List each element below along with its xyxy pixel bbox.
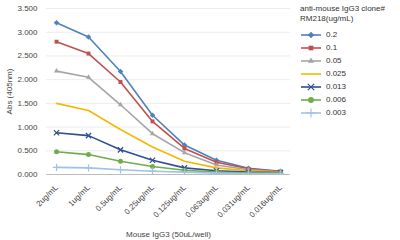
svg-text:1ug/mL: 1ug/mL <box>66 183 92 209</box>
svg-text:Mouse IgG3 (50uL/well): Mouse IgG3 (50uL/well) <box>126 230 211 239</box>
svg-text:1.000: 1.000 <box>17 123 38 132</box>
html-text:0.013: 0.013 <box>326 82 346 91</box>
svg-text:0.063ug/mL: 0.063ug/mL <box>183 183 220 220</box>
svg-text:0.031ug/mL: 0.031ug/mL <box>215 183 252 220</box>
html-text:0.003: 0.003 <box>326 108 346 117</box>
svg-text:0.25ug/mL: 0.25ug/mL <box>123 183 156 216</box>
svg-text:0.000: 0.000 <box>17 170 38 179</box>
html-text:0.2: 0.2 <box>326 30 338 39</box>
svg-text:2ug/mL: 2ug/mL <box>34 183 60 209</box>
svg-text:1.500: 1.500 <box>17 99 38 108</box>
svg-text:2.500: 2.500 <box>17 51 38 60</box>
html-text:anti-mouse IgG3 clone# RM218(u: anti-mouse IgG3 clone# RM218(ug/mL) <box>300 4 385 23</box>
svg-text:2.000: 2.000 <box>17 75 38 84</box>
html-text:0.1: 0.1 <box>326 43 338 52</box>
svg-text:0.016ug/mL: 0.016ug/mL <box>247 183 284 220</box>
svg-text:Abs (405nm): Abs (405nm) <box>5 68 14 114</box>
svg-text:0.500: 0.500 <box>17 146 38 155</box>
svg-text:0.5ug/mL: 0.5ug/mL <box>94 183 124 213</box>
svg-text:0.125ug/mL: 0.125ug/mL <box>151 183 188 220</box>
html-text:0.006: 0.006 <box>326 95 346 104</box>
svg-text:3.000: 3.000 <box>17 28 38 37</box>
html-text:0.025: 0.025 <box>326 69 346 78</box>
html-text:0.05: 0.05 <box>326 56 342 65</box>
svg-text:3.500: 3.500 <box>17 4 38 13</box>
